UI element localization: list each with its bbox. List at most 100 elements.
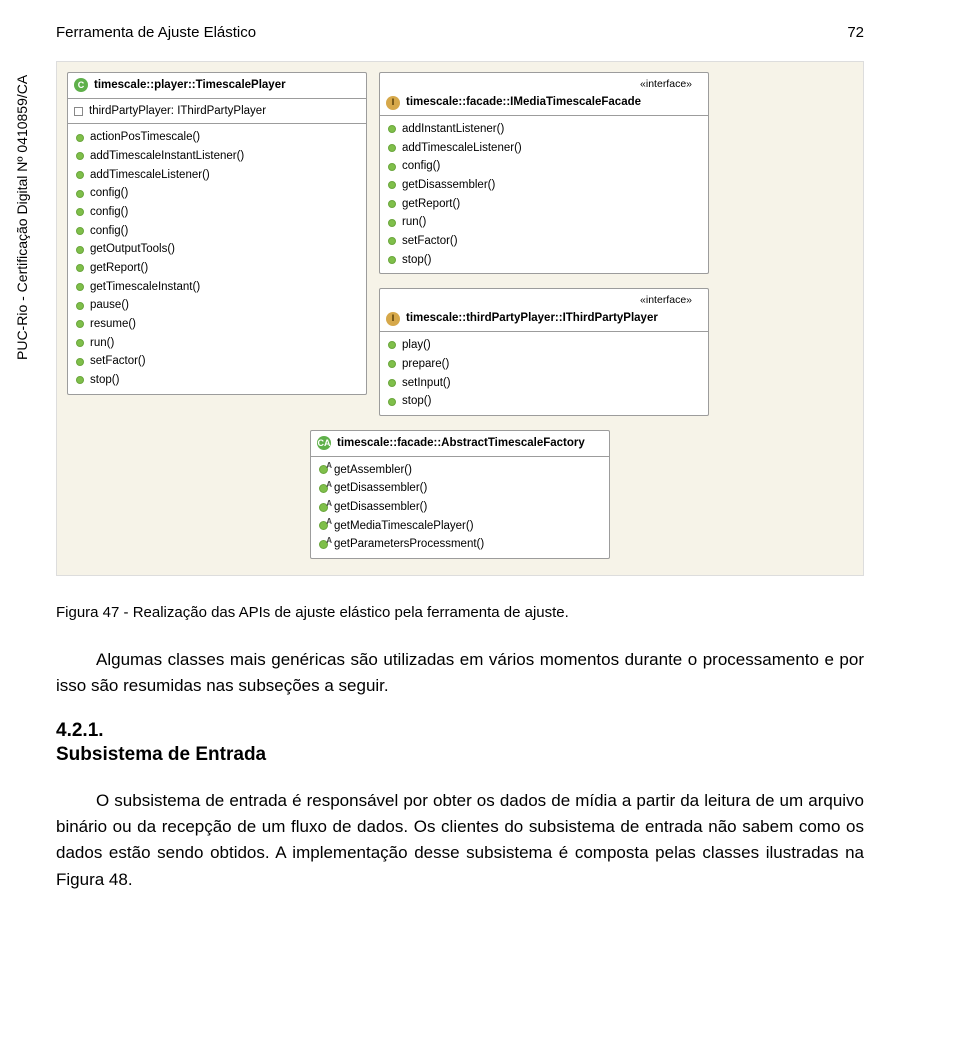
operation: getTimescaleInstant() bbox=[68, 278, 366, 297]
operation-label: getDisassembler() bbox=[334, 499, 427, 516]
method-icon bbox=[388, 181, 396, 189]
method-icon bbox=[76, 246, 84, 254]
method-icon bbox=[76, 190, 84, 198]
operation-label: getMediaTimescalePlayer() bbox=[334, 518, 474, 535]
operation-label: config() bbox=[402, 158, 440, 175]
stereotype-label: «interface» bbox=[386, 77, 700, 92]
paragraph: O subsistema de entrada é responsável po… bbox=[56, 788, 864, 893]
operations-list: getAssembler()getDisassembler()getDisass… bbox=[311, 457, 609, 558]
operation: play() bbox=[380, 336, 708, 355]
operation-label: config() bbox=[90, 185, 128, 202]
method-icon bbox=[76, 339, 84, 347]
operation: run() bbox=[68, 334, 366, 353]
operation-label: getTimescaleInstant() bbox=[90, 279, 200, 296]
operation: prepare() bbox=[380, 355, 708, 374]
operation-label: config() bbox=[90, 204, 128, 221]
operation-label: getDisassembler() bbox=[334, 480, 427, 497]
operation-label: run() bbox=[402, 214, 426, 231]
method-icon bbox=[76, 376, 84, 384]
method-icon bbox=[76, 264, 84, 272]
method-icon bbox=[388, 163, 396, 171]
operation-label: resume() bbox=[90, 316, 136, 333]
abstract-method-icon bbox=[319, 465, 328, 474]
page-number: 72 bbox=[847, 24, 864, 41]
operation: setInput() bbox=[380, 374, 708, 393]
operation-label: addTimescaleListener() bbox=[402, 140, 522, 157]
operation: stop() bbox=[380, 251, 708, 270]
class-title: timescale::player::TimescalePlayer bbox=[94, 77, 286, 94]
abstract-class-badge-icon: CA bbox=[317, 436, 331, 450]
interface-title: timescale::thirdPartyPlayer::IThirdParty… bbox=[406, 310, 658, 327]
method-icon bbox=[76, 208, 84, 216]
method-icon bbox=[76, 358, 84, 366]
operation: config() bbox=[68, 184, 366, 203]
operation-label: stop() bbox=[90, 372, 119, 389]
method-icon bbox=[388, 125, 396, 133]
abstract-method-icon bbox=[319, 503, 328, 512]
abstract-method-icon bbox=[319, 540, 328, 549]
interface-badge-icon: I bbox=[386, 312, 400, 326]
interface-badge-icon: I bbox=[386, 96, 400, 110]
header-title: Ferramenta de Ajuste Elástico bbox=[56, 24, 256, 41]
method-icon bbox=[388, 256, 396, 264]
body-text: Algumas classes mais genéricas são utili… bbox=[56, 647, 864, 893]
operation-label: addTimescaleInstantListener() bbox=[90, 148, 244, 165]
operation: getParametersProcessment() bbox=[311, 535, 609, 554]
operation: getMediaTimescalePlayer() bbox=[311, 517, 609, 536]
operation-label: setFactor() bbox=[90, 353, 146, 370]
operation-label: getParametersProcessment() bbox=[334, 536, 484, 553]
operation: config() bbox=[68, 222, 366, 241]
uml-diagram: C timescale::player::TimescalePlayer thi… bbox=[56, 61, 864, 576]
operations-list: addInstantListener() addTimescaleListener… bbox=[380, 116, 708, 273]
attribute-text: thirdPartyPlayer: IThirdPartyPlayer bbox=[89, 103, 266, 120]
operation: getAssembler() bbox=[311, 461, 609, 480]
page: Ferramenta de Ajuste Elástico 72 PUC-Rio… bbox=[0, 0, 960, 953]
class-badge-icon: C bbox=[74, 78, 88, 92]
method-icon bbox=[76, 152, 84, 160]
figure-caption: Figura 47 - Realização das APIs de ajust… bbox=[56, 604, 864, 621]
method-icon bbox=[388, 200, 396, 208]
method-icon bbox=[388, 237, 396, 245]
method-icon bbox=[388, 398, 396, 406]
uml-interface-facade: «interface» I timescale::facade::IMediaT… bbox=[379, 72, 709, 274]
operation: addTimescaleListener() bbox=[68, 166, 366, 185]
section-number: 4.2.1. bbox=[56, 720, 864, 742]
method-icon bbox=[388, 219, 396, 227]
operation: getDisassembler() bbox=[311, 498, 609, 517]
operation: getOutputTools() bbox=[68, 240, 366, 259]
operation-label: getReport() bbox=[90, 260, 148, 277]
method-icon bbox=[388, 379, 396, 387]
method-icon bbox=[388, 360, 396, 368]
operation: stop() bbox=[380, 392, 708, 411]
operation: getReport() bbox=[68, 259, 366, 278]
operation-label: addInstantListener() bbox=[402, 121, 504, 138]
operation-label: stop() bbox=[402, 393, 431, 410]
operation: config() bbox=[380, 157, 708, 176]
operation-label: setInput() bbox=[402, 375, 451, 392]
operation: run() bbox=[380, 213, 708, 232]
operation-label: actionPosTimescale() bbox=[90, 129, 200, 146]
operation-label: getAssembler() bbox=[334, 462, 412, 479]
method-icon bbox=[388, 144, 396, 152]
method-icon bbox=[388, 341, 396, 349]
operation-label: addTimescaleListener() bbox=[90, 167, 210, 184]
method-icon bbox=[76, 227, 84, 235]
operation-label: getDisassembler() bbox=[402, 177, 495, 194]
operation-label: run() bbox=[90, 335, 114, 352]
abstract-method-icon bbox=[319, 484, 328, 493]
stereotype-label: «interface» bbox=[386, 293, 700, 308]
vertical-watermark: PUC-Rio - Certificação Digital Nº 041085… bbox=[14, 0, 30, 360]
operation: setFactor() bbox=[68, 352, 366, 371]
operation-label: prepare() bbox=[402, 356, 449, 373]
operation: addInstantListener() bbox=[380, 120, 708, 139]
operation-label: getReport() bbox=[402, 196, 460, 213]
uml-abstract-factory: CA timescale::facade::AbstractTimescaleF… bbox=[310, 430, 610, 559]
operation-label: play() bbox=[402, 337, 431, 354]
operation: getDisassembler() bbox=[311, 479, 609, 498]
operation: pause() bbox=[68, 296, 366, 315]
operation-label: setFactor() bbox=[402, 233, 458, 250]
operation-label: config() bbox=[90, 223, 128, 240]
section-title: Subsistema de Entrada bbox=[56, 744, 864, 766]
operation: addTimescaleListener() bbox=[380, 139, 708, 158]
paragraph: Algumas classes mais genéricas são utili… bbox=[56, 647, 864, 700]
